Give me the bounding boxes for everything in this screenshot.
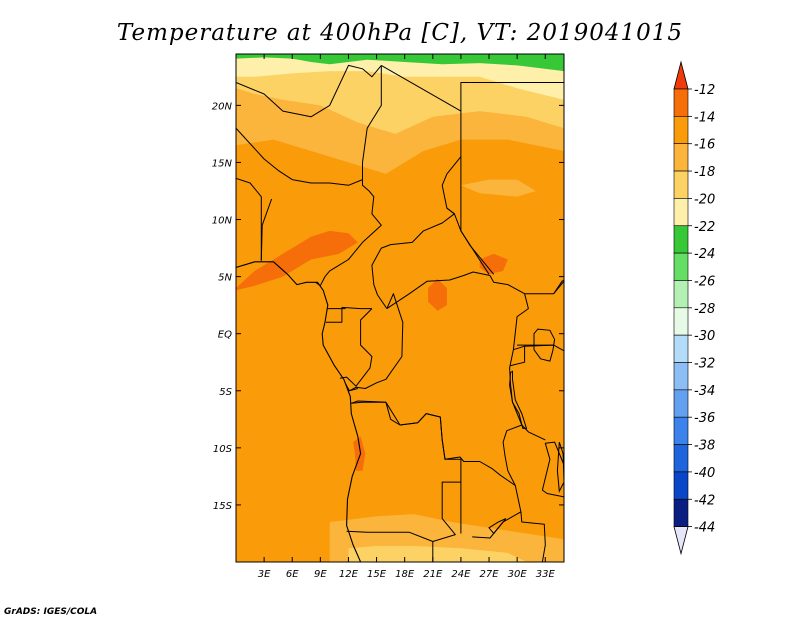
lon-tick-label: 33E — [536, 569, 556, 580]
colorbar-level-label: -18 — [694, 165, 715, 180]
lat-tick-label: 10N — [212, 216, 233, 227]
colorbar-level-label: -24 — [694, 247, 715, 262]
field-region-congo-warm-patch — [428, 278, 447, 311]
colorbar-swatch — [673, 170, 689, 199]
field-region-angola-warm-patch — [353, 436, 366, 471]
colorbar-level-label: -42 — [694, 493, 715, 508]
map-title: Temperature at 400hPa [C], VT: 201904101… — [117, 20, 683, 46]
lat-tick-label: 5S — [219, 387, 232, 398]
country-border — [349, 293, 404, 392]
lake-outline — [488, 518, 507, 535]
country-border — [371, 64, 462, 309]
colorbar-swatch — [673, 416, 689, 445]
longitude-axis: 3E 6E 9E 12E 15E 18E 21E 24E 27E 30E 33E — [258, 54, 556, 580]
lon-tick-label: 3E — [258, 569, 271, 580]
country-border — [341, 306, 372, 310]
colorbar-swatch — [673, 389, 689, 418]
lat-tick-label: EQ — [218, 330, 232, 341]
colorbar-swatch — [673, 143, 689, 172]
country-border — [524, 344, 554, 347]
lon-tick-label: 30E — [508, 569, 528, 580]
lat-tick-label: 20N — [212, 101, 233, 112]
latitude-axis: 20N 15N 10N 5N EQ 5S 10S 15S — [212, 101, 564, 512]
colorbar-swatch — [673, 334, 689, 363]
country-border — [520, 511, 546, 562]
field-region-south-cooler-band — [348, 546, 527, 562]
colorbar-level-label: -36 — [694, 411, 715, 426]
colorbar-upper-arrow — [673, 60, 689, 90]
country-border — [236, 82, 363, 186]
lon-tick-label: 24E — [451, 569, 471, 580]
lon-tick-label: 21E — [423, 569, 443, 580]
colorbar-level-label: -38 — [694, 439, 715, 454]
lat-tick-label: 15S — [213, 501, 233, 512]
lon-tick-label: 6E — [286, 569, 299, 580]
field-region-ne-cool-patch — [460, 179, 536, 197]
country-border — [236, 177, 262, 261]
map-frame — [235, 53, 565, 563]
colorbar-swatch — [673, 198, 689, 227]
colorbar-level-label: -22 — [694, 220, 715, 235]
country-border — [510, 345, 526, 367]
country-border — [326, 307, 343, 323]
country-border — [521, 424, 546, 441]
colorbar-level-label: -16 — [694, 138, 715, 153]
grads-credit: GrADS: IGES/COLA — [4, 607, 97, 617]
colorbar-legend: -12 -14 -16 -18 -20 -22 -24 -26 -28 -30 -32 -34 -36 -… — [673, 60, 715, 556]
colorbar-swatch — [673, 225, 689, 254]
colorbar-swatch — [673, 252, 689, 281]
colorbar-level-label: -20 — [694, 192, 715, 207]
colorbar-swatch — [673, 498, 689, 527]
colorbar-swatch — [673, 362, 689, 391]
political-boundaries — [236, 64, 564, 562]
colorbar-level-label: -30 — [694, 329, 715, 344]
lake-outline — [533, 328, 556, 362]
coastline — [236, 261, 362, 562]
field-region-northern-green-strip — [236, 54, 564, 72]
colorbar-swatch — [673, 116, 689, 144]
colorbar-swatch — [673, 307, 689, 336]
colorbar-level-label: -14 — [694, 110, 715, 125]
lon-tick-label: 18E — [395, 569, 415, 580]
colorbar-level-label: -32 — [694, 357, 715, 372]
colorbar-level-label: -34 — [694, 384, 715, 399]
country-border — [315, 65, 382, 287]
colorbar-level-label: -26 — [694, 274, 715, 289]
lon-tick-label: 9E — [314, 569, 327, 580]
lon-tick-label: 12E — [339, 569, 359, 580]
colorbar-swatch — [673, 471, 689, 500]
temperature-field — [236, 54, 564, 562]
country-border — [553, 279, 564, 294]
field-region-car-warm-patch — [479, 253, 508, 275]
lat-tick-label: 5N — [218, 273, 232, 284]
field-region-nigeria-warm-patch — [236, 230, 358, 291]
lake-outline — [556, 441, 564, 493]
country-border — [460, 82, 471, 112]
lat-tick-label: 10S — [213, 444, 233, 455]
country-border — [339, 308, 373, 387]
lon-tick-label: 27E — [480, 569, 500, 580]
colorbar-level-label: -40 — [694, 466, 715, 481]
lon-tick-label: 15E — [367, 569, 387, 580]
field-region-north-cooler-band — [236, 54, 564, 100]
lat-tick-label: 15N — [212, 158, 233, 169]
colorbar-lower-arrow — [673, 526, 689, 556]
map-panel: 3E 6E 9E 12E 15E 18E 21E 24E 27E 30E 33E 20N 15N 10N… — [212, 53, 565, 580]
colorbar-level-label: -28 — [694, 302, 715, 317]
colorbar-swatch — [673, 280, 689, 309]
colorbar-swatch — [673, 88, 689, 117]
country-border — [446, 207, 495, 275]
colorbar-level-label: -44 — [694, 521, 715, 536]
country-border — [236, 64, 382, 118]
colorbar-swatch — [673, 444, 689, 473]
colorbar-level-label: -12 — [694, 83, 715, 98]
country-border — [541, 441, 564, 498]
lake-outline — [509, 370, 528, 429]
